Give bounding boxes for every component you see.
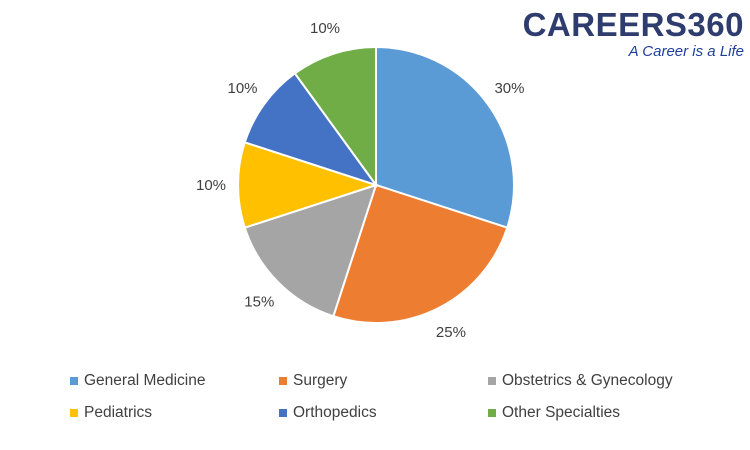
data-label-general-medicine: 30% — [494, 80, 524, 97]
careers360-logo: CAREERS360 A Career is a Life — [522, 6, 744, 61]
data-label-pediatrics: 10% — [196, 177, 226, 194]
pie-slice-other-specialties — [293, 45, 377, 189]
logo-tagline: A Career is a Life — [628, 43, 744, 60]
data-label-surgery: 25% — [436, 324, 466, 341]
data-label-obstetrics-and-gynecology: 15% — [244, 294, 274, 311]
legend-swatch-other-specialties — [488, 409, 496, 417]
legend-item-orthopedics: Orthopedics — [279, 404, 488, 422]
pie-slice-surgery — [332, 183, 509, 324]
pie-slice-pediatrics — [237, 141, 380, 229]
legend-label: Obstetrics & Gynecology — [502, 372, 673, 389]
legend-label: General Medicine — [84, 372, 206, 389]
legend-swatch-general-medicine — [70, 377, 78, 385]
legend-item-other-specialties: Other Specialties — [488, 404, 728, 422]
legend-swatch-obstetrics-and-gynecology — [488, 377, 496, 385]
legend-swatch-orthopedics — [279, 409, 287, 417]
legend-item-surgery: Surgery — [279, 372, 488, 390]
logo-wordmark: CAREERS360 — [522, 6, 744, 43]
pie-slice-orthopedics — [243, 71, 379, 187]
legend-label: Other Specialties — [502, 404, 621, 421]
legend-swatch-surgery — [279, 377, 287, 385]
legend-label: Orthopedics — [293, 404, 377, 421]
pie-slice-general-medicine — [375, 45, 515, 229]
legend-label: Pediatrics — [84, 404, 153, 421]
chart-legend: General Medicine Surgery Obstetrics & Gyne… — [70, 372, 750, 422]
legend-item-general-medicine: General Medicine — [70, 372, 279, 390]
data-label-orthopedics: 10% — [227, 80, 257, 97]
data-label-other-specialties: 10% — [310, 20, 340, 37]
legend-item-pediatrics: Pediatrics — [70, 404, 279, 422]
legend-swatch-pediatrics — [70, 409, 78, 417]
legend-item-obstetrics-and-gynecology: Obstetrics & Gynecology — [488, 372, 728, 390]
legend-label: Surgery — [293, 372, 348, 389]
